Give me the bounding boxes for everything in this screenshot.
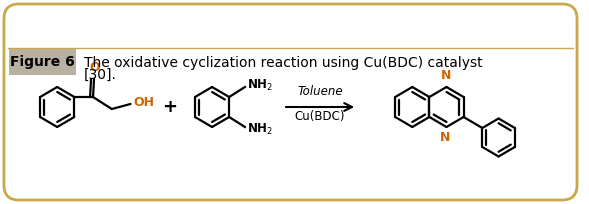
Text: +: + bbox=[162, 98, 177, 116]
Text: O: O bbox=[90, 61, 100, 74]
Text: The oxidative cyclization reaction using Cu(BDC) catalyst: The oxidative cyclization reaction using… bbox=[84, 56, 482, 70]
FancyBboxPatch shape bbox=[4, 4, 577, 200]
Text: [30].: [30]. bbox=[84, 68, 117, 82]
Text: Toluene: Toluene bbox=[297, 85, 343, 98]
Text: NH$_2$: NH$_2$ bbox=[247, 121, 273, 136]
Text: Cu(BDC): Cu(BDC) bbox=[295, 110, 345, 123]
Text: OH: OH bbox=[134, 95, 154, 109]
Text: Figure 6: Figure 6 bbox=[10, 55, 75, 69]
Text: NH$_2$: NH$_2$ bbox=[247, 78, 273, 93]
Text: N: N bbox=[441, 131, 451, 144]
Text: N: N bbox=[441, 69, 452, 82]
FancyBboxPatch shape bbox=[9, 49, 76, 75]
